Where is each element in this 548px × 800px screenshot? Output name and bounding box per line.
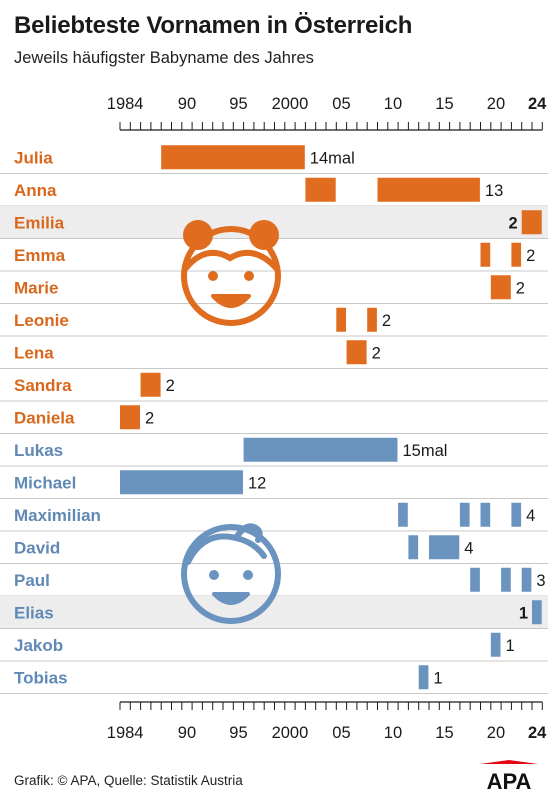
bar-segment (161, 145, 305, 170)
apa-logo: APA (480, 760, 538, 792)
bar-segment (480, 242, 491, 267)
count-label: 1 (433, 669, 442, 687)
count-label: 2 (145, 409, 154, 427)
x-axis-top: 1984 90 95 2000 05 10 15 20 24 (107, 95, 547, 131)
count-label: 4 (464, 539, 473, 557)
bars (120, 145, 542, 690)
top-tick-label: 10 (384, 95, 402, 113)
top-tick-label: 95 (229, 95, 247, 113)
count-label: 1 (506, 637, 515, 655)
bottom-tick-label: 1984 (107, 724, 144, 742)
bottom-tick-label: 10 (384, 724, 402, 742)
bar-segment (532, 600, 542, 625)
count-label: 2 (166, 377, 175, 395)
name-label: Emilia (14, 213, 65, 232)
count-label: 2 (382, 312, 391, 330)
bottom-tick-label: 2000 (272, 724, 309, 742)
bar-segment (367, 307, 377, 332)
boy-face-icon (181, 523, 281, 624)
bottom-tick-label: 15 (435, 724, 453, 742)
name-label: Jakob (14, 636, 63, 655)
bar-segment (120, 405, 140, 430)
name-label: Lukas (14, 441, 63, 460)
bar-segment (377, 177, 480, 202)
count-label: 2 (516, 279, 525, 297)
count-label: 13 (485, 182, 503, 200)
bar-segment (120, 470, 243, 495)
bar-segment (398, 502, 408, 527)
bar-segment (511, 502, 522, 527)
count-label: 2 (372, 344, 381, 362)
svg-text:APA: APA (487, 769, 532, 792)
name-label: Lena (14, 343, 54, 362)
bar-segment (521, 210, 542, 235)
count-label: 12 (248, 474, 266, 492)
bar-segment (470, 567, 480, 592)
name-label: Paul (14, 571, 50, 590)
bar-segment (429, 535, 460, 560)
bottom-tick-label: 90 (178, 724, 196, 742)
page-title: Beliebteste Vornamen in Österreich (14, 12, 413, 39)
bar-segment (501, 567, 511, 592)
bottom-tick-label: 20 (487, 724, 505, 742)
bar-segment (459, 502, 470, 527)
top-tick-label: 1984 (107, 95, 144, 113)
name-label: Anna (14, 181, 57, 200)
bar-segment (243, 437, 398, 462)
bar-segment (480, 502, 491, 527)
bar-segment (490, 275, 511, 300)
row-highlight (0, 596, 548, 629)
count-label: 14mal (310, 149, 355, 167)
top-tick-label: 24 (528, 95, 547, 113)
count-label: 3 (536, 572, 545, 590)
name-label: Daniela (14, 408, 75, 427)
top-tick-label: 90 (178, 95, 196, 113)
bar-segment (336, 307, 346, 332)
name-label: Maximilian (14, 506, 101, 525)
count-label: 1 (519, 604, 528, 622)
bar-segment (346, 340, 367, 365)
girl-face-icon (181, 220, 281, 326)
name-label: Marie (14, 278, 58, 297)
name-label: David (14, 538, 60, 557)
page-subtitle: Jeweils häufigster Babyname des Jahres (14, 49, 314, 67)
name-label: Sandra (14, 376, 72, 395)
top-tick-label: 2000 (272, 95, 309, 113)
source-note: Grafik: © APA, Quelle: Statistik Austria (14, 773, 243, 788)
top-tick-label: 15 (435, 95, 453, 113)
count-label: 2 (526, 247, 535, 265)
bar-segment (511, 242, 522, 267)
count-label: 15mal (403, 442, 448, 460)
bar-segment (408, 535, 419, 560)
name-label: Elias (14, 603, 54, 622)
bar-segment (521, 567, 532, 592)
bar-segment (418, 665, 429, 690)
bar-segment (305, 177, 336, 202)
x-axis-bottom: 1984 90 95 2000 05 10 15 20 24 (107, 701, 547, 742)
name-label: Tobias (14, 668, 68, 687)
count-label: 2 (509, 214, 518, 232)
count-label: 4 (526, 507, 535, 525)
bar-segment (490, 632, 501, 657)
top-tick-label: 20 (487, 95, 505, 113)
name-label: Emma (14, 246, 66, 265)
bottom-tick-label: 95 (229, 724, 247, 742)
bottom-tick-label: 24 (528, 724, 547, 742)
bar-segment (140, 372, 161, 397)
bottom-tick-label: 05 (332, 724, 350, 742)
name-label: Julia (14, 148, 53, 167)
name-label: Leonie (14, 311, 69, 330)
name-label: Michael (14, 473, 76, 492)
top-tick-label: 05 (332, 95, 350, 113)
